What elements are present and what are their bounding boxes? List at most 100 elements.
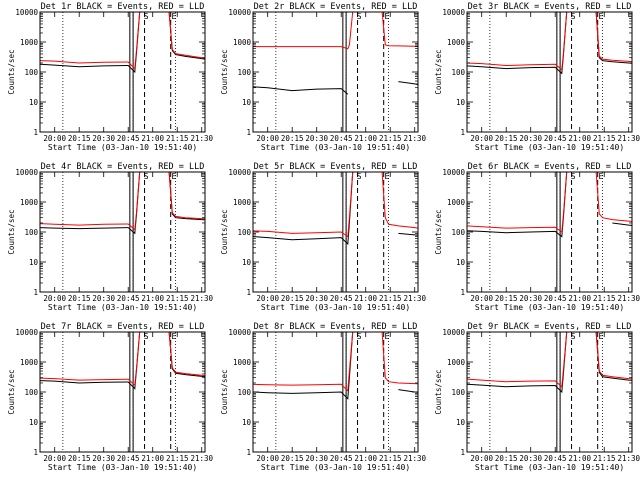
series-group <box>253 172 418 245</box>
marker-label: E <box>172 172 177 181</box>
y-tick-label: 10000 <box>15 168 38 177</box>
y-tick-label: 10000 <box>15 328 38 337</box>
y-tick-label: 1 <box>460 288 465 297</box>
panel-title: Det 2r BLACK = Events, RED = LLD <box>254 2 418 12</box>
x-tick-label: 20:15 <box>281 134 304 143</box>
y-tick-label: 10000 <box>228 168 251 177</box>
x-tick-label: 20:45 <box>544 454 567 463</box>
plot-frame <box>39 331 206 453</box>
y-tick-label: 10 <box>242 418 252 427</box>
x-axis-label: Start Time (03-Jan-10 19:51:40) <box>48 463 197 472</box>
y-tick-label: 1 <box>246 448 251 457</box>
y-tick-label: 10 <box>456 98 466 107</box>
y-tick-label: 100 <box>451 68 465 77</box>
y-tick-label: 100 <box>237 388 251 397</box>
x-tick-label: 20:00 <box>43 294 66 303</box>
y-tick-label: 10 <box>29 258 39 267</box>
x-tick-label: 20:30 <box>305 454 328 463</box>
y-axis-label: Counts/sec <box>7 209 16 254</box>
x-tick-label: 20:15 <box>68 454 91 463</box>
y-tick-label: 100 <box>24 388 38 397</box>
marker-label: E <box>385 12 390 21</box>
x-tick-label: 21:15 <box>166 294 189 303</box>
x-axis-label: Start Time (03-Jan-10 19:51:40) <box>261 463 410 472</box>
series-line-red <box>467 332 632 388</box>
x-tick-label: 20:00 <box>43 134 66 143</box>
x-tick-label: 21:00 <box>354 134 377 143</box>
x-tick-label: 20:15 <box>495 134 518 143</box>
series-line-red <box>40 172 205 231</box>
x-tick-label: 20:45 <box>117 454 140 463</box>
y-axis-label: Counts/sec <box>220 369 229 414</box>
y-tick-label: 10 <box>456 418 466 427</box>
x-tick-label: 21:30 <box>403 454 426 463</box>
y-tick-label: 100 <box>24 228 38 237</box>
series-line-black <box>253 81 418 95</box>
x-tick-label: 20:15 <box>68 294 91 303</box>
x-tick-label: 21:15 <box>379 454 402 463</box>
y-tick-label: 1 <box>246 288 251 297</box>
y-tick-label: 10 <box>456 258 466 267</box>
marker-label: E <box>172 12 177 21</box>
series-line-black <box>253 172 418 245</box>
panel-title: Det 6r BLACK = Events, RED = LLD <box>468 162 632 172</box>
x-axis-label: Start Time (03-Jan-10 19:51:40) <box>48 143 197 152</box>
x-tick-label: 20:45 <box>117 294 140 303</box>
series-line-black <box>40 172 205 235</box>
reference-lines <box>62 12 176 132</box>
x-tick-label: 21:00 <box>141 294 164 303</box>
y-tick-label: 1000 <box>447 358 466 367</box>
y-tick-label: 1000 <box>20 358 39 367</box>
x-tick-label: 21:15 <box>166 454 189 463</box>
series-line-black <box>40 332 205 390</box>
y-tick-label: 1 <box>246 128 251 137</box>
x-tick-label: 21:30 <box>190 294 213 303</box>
x-tick-label: 20:45 <box>544 294 567 303</box>
y-tick-label: 1 <box>33 128 38 137</box>
plot-frame <box>252 11 419 133</box>
series-line-red <box>253 172 418 238</box>
y-axis-label: Counts/sec <box>434 49 443 94</box>
y-tick-label: 10000 <box>442 328 465 337</box>
y-tick-label: 100 <box>237 68 251 77</box>
marker-label: E <box>599 12 604 21</box>
y-tick-label: 1 <box>460 128 465 137</box>
x-tick-label: 20:30 <box>519 294 542 303</box>
y-tick-label: 1000 <box>233 358 252 367</box>
plot-frame <box>39 11 206 133</box>
x-tick-label: 20:45 <box>544 134 567 143</box>
y-axis-label: Counts/sec <box>220 209 229 254</box>
x-tick-label: 20:00 <box>256 134 279 143</box>
x-axis-label: Start Time (03-Jan-10 19:51:40) <box>475 463 624 472</box>
x-tick-label: 21:15 <box>166 134 189 143</box>
x-tick-label: 21:30 <box>403 294 426 303</box>
x-tick-label: 21:30 <box>190 454 213 463</box>
series-line-red <box>467 172 632 233</box>
y-tick-label: 10 <box>242 98 252 107</box>
x-tick-label: 20:15 <box>68 134 91 143</box>
series-group <box>253 12 418 95</box>
marker-label: S <box>144 172 149 181</box>
series-line-black <box>467 332 632 394</box>
x-tick-label: 21:30 <box>190 134 213 143</box>
series-group <box>467 332 632 394</box>
panel-title: Det 9r BLACK = Events, RED = LLD <box>468 322 632 332</box>
x-tick-label: 21:15 <box>593 294 616 303</box>
marker-label: S <box>571 332 576 341</box>
x-axis-label: Start Time (03-Jan-10 19:51:40) <box>475 143 624 152</box>
x-tick-label: 20:30 <box>519 454 542 463</box>
y-tick-label: 1 <box>33 288 38 297</box>
marker-label: E <box>599 172 604 181</box>
x-tick-label: 21:00 <box>568 454 591 463</box>
x-tick-label: 20:30 <box>92 294 115 303</box>
x-tick-label: 20:45 <box>330 294 353 303</box>
reference-lines <box>62 172 176 292</box>
x-tick-label: 20:30 <box>305 134 328 143</box>
series-group <box>40 12 205 74</box>
y-tick-label: 10000 <box>228 328 251 337</box>
reference-lines <box>275 332 389 452</box>
x-tick-label: 21:30 <box>617 294 640 303</box>
